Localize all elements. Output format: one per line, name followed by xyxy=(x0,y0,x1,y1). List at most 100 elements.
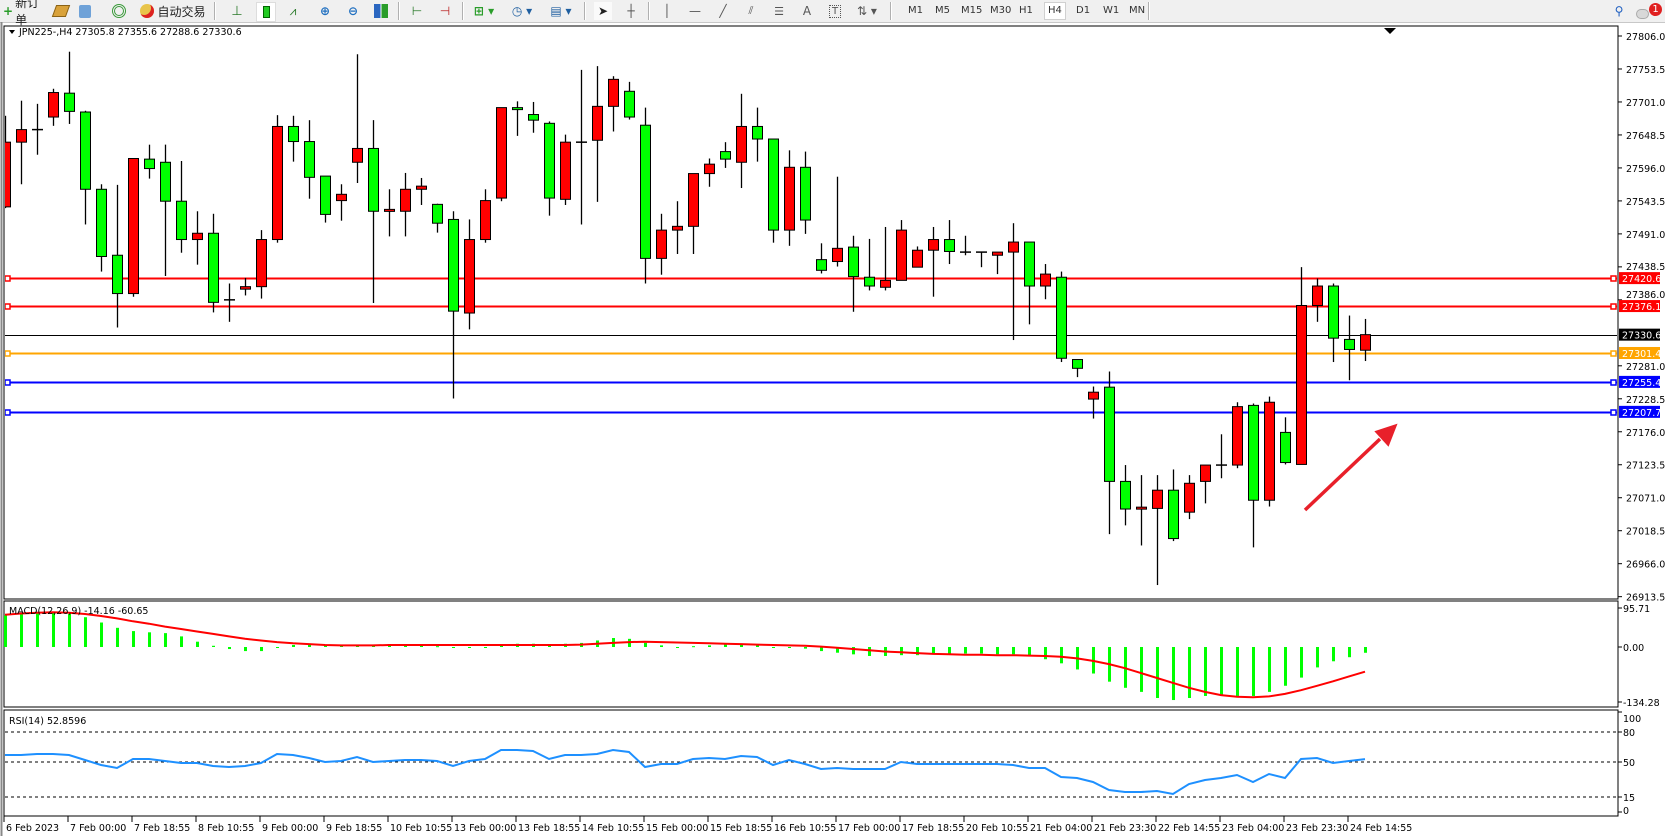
bar-chart-button[interactable]: ⊥ xyxy=(228,2,246,20)
zoom-out-button[interactable]: ⊖ xyxy=(344,2,362,20)
auto-trading-button[interactable]: 自动交易 xyxy=(137,2,209,20)
templates-button[interactable]: ▤ ▾ xyxy=(546,2,576,20)
candle-body-bear xyxy=(816,259,827,271)
candle xyxy=(992,251,1003,275)
navigator-button[interactable] xyxy=(76,2,94,20)
line-handle-right[interactable] xyxy=(1610,409,1617,416)
timeframe-m5[interactable]: M5 xyxy=(935,5,950,16)
fibonacci-button[interactable]: ☰ xyxy=(770,2,788,20)
timeframe-d1[interactable]: D1 xyxy=(1076,5,1091,16)
line-handle-right[interactable] xyxy=(1610,379,1617,386)
crosshair-button[interactable]: ┼ xyxy=(622,2,640,20)
candle-body-bear xyxy=(1328,285,1339,339)
zoom-in-button[interactable]: ⊕ xyxy=(316,2,334,20)
time-tick-label: 14 Feb 10:55 xyxy=(582,823,644,834)
templates-icon: ▤ ▾ xyxy=(550,4,572,18)
candle-body-bear xyxy=(752,125,763,140)
timeframe-m30[interactable]: M30 xyxy=(990,5,1012,16)
price-label-box xyxy=(1619,272,1660,285)
chart-menu-triangle-icon[interactable] xyxy=(9,30,15,34)
equidistant-channel-button[interactable]: ⫽ xyxy=(742,2,760,20)
chart-shift-marker[interactable] xyxy=(1384,28,1396,34)
horizontal-line-button[interactable]: — xyxy=(686,2,704,20)
timeframe-h4[interactable]: H4 xyxy=(1044,2,1066,20)
time-tick-label: 22 Feb 14:55 xyxy=(1158,823,1220,834)
timeframe-w1[interactable]: W1 xyxy=(1103,5,1120,16)
candle xyxy=(112,184,123,328)
autoscroll-button[interactable]: ⊣ xyxy=(436,2,454,20)
timeframe-m15[interactable]: M15 xyxy=(961,5,983,16)
price-tick-label: 27543.5 xyxy=(1626,197,1665,208)
text-button[interactable]: A xyxy=(798,2,816,20)
macd-histogram-bar xyxy=(1156,647,1159,698)
macd-histogram-bar xyxy=(1204,647,1207,696)
periods-button[interactable]: ◷ ▾ xyxy=(508,2,536,20)
line-handle-right[interactable] xyxy=(1610,275,1617,282)
candle xyxy=(512,101,523,136)
new-order-icon: + xyxy=(3,4,14,18)
axes: 27806.0 27753.5 27701.0 27648.5 27596.0 27543… xyxy=(3,32,1665,834)
candle-body-bear xyxy=(624,90,635,118)
candle-body-bear xyxy=(96,188,107,257)
candle xyxy=(1360,318,1371,362)
search-icon: ⚲ xyxy=(1614,4,1624,18)
cursor-button[interactable]: ➤ xyxy=(594,2,612,20)
horizontal-line-icon: — xyxy=(689,4,701,18)
candle xyxy=(976,251,987,268)
candle-body-bear xyxy=(64,92,75,112)
price-label: 27376.1 xyxy=(1622,302,1661,313)
timeframe-m1[interactable]: M1 xyxy=(908,5,923,16)
candle xyxy=(928,226,939,297)
chat-button[interactable]: 1 xyxy=(1634,2,1664,20)
text-label-button[interactable]: T xyxy=(826,2,844,20)
line-handle-left[interactable] xyxy=(5,409,11,416)
line-handle-left[interactable] xyxy=(5,350,11,357)
line-handle-left[interactable] xyxy=(5,379,11,386)
rsi-tick-label: 100 xyxy=(1623,714,1641,725)
candle xyxy=(80,110,91,225)
trend-arrow-annotation[interactable] xyxy=(1303,423,1398,512)
tile-windows-button[interactable] xyxy=(372,2,390,20)
candle-body-bear xyxy=(720,151,731,160)
candle xyxy=(1024,241,1035,325)
new-chart-icon: ⊞ ▾ xyxy=(473,4,495,18)
macd-signal-line xyxy=(4,611,1366,699)
new-order-button[interactable]: + 新订单 xyxy=(3,0,47,27)
new-chart-button[interactable]: ⊞ ▾ xyxy=(470,2,498,20)
chart-header: JPN225-,H4 27305.8 27355.6 27288.6 27330… xyxy=(18,27,242,38)
signals-icon xyxy=(112,4,126,18)
candle-body-bear xyxy=(848,246,859,278)
candle-body-bear xyxy=(288,125,299,143)
trendline-button[interactable]: ╱ xyxy=(714,2,732,20)
line-handle-right[interactable] xyxy=(1610,350,1617,357)
candlestick-button[interactable] xyxy=(256,2,276,22)
candle xyxy=(544,121,555,216)
macd-histogram-bar xyxy=(772,647,775,648)
line-handle-left[interactable] xyxy=(5,303,11,310)
candle xyxy=(736,93,747,189)
candle-body-bull xyxy=(1152,489,1163,509)
candle-body-bull xyxy=(336,193,347,202)
line-chart-button[interactable]: ⩘ xyxy=(284,2,302,20)
chart-shift-button[interactable]: ⊢ xyxy=(408,2,426,20)
candle xyxy=(32,103,43,155)
line-handle-right[interactable] xyxy=(1610,303,1617,310)
signals-button[interactable] xyxy=(110,2,128,20)
timeframe-h1[interactable]: H1 xyxy=(1019,5,1033,16)
timeframe-mn[interactable]: MN xyxy=(1129,5,1146,16)
time-tick-label: 6 Feb 2023 xyxy=(6,823,59,834)
line-handle-left[interactable] xyxy=(5,275,11,282)
arrows-button[interactable]: ⇅ ▾ xyxy=(852,2,882,20)
search-button[interactable]: ⚲ xyxy=(1610,2,1628,20)
rsi-pane[interactable] xyxy=(3,709,1619,817)
candle-body-bull xyxy=(480,200,491,241)
candle xyxy=(672,201,683,254)
vertical-line-button[interactable]: │ xyxy=(658,2,676,20)
candle xyxy=(720,142,731,168)
main-price-pane[interactable] xyxy=(3,25,1619,600)
macd-histogram-bar xyxy=(244,647,247,652)
crosshair-icon: ┼ xyxy=(627,4,635,18)
fibonacci-icon: ☰ xyxy=(774,4,784,18)
macd-pane[interactable] xyxy=(3,600,1619,708)
